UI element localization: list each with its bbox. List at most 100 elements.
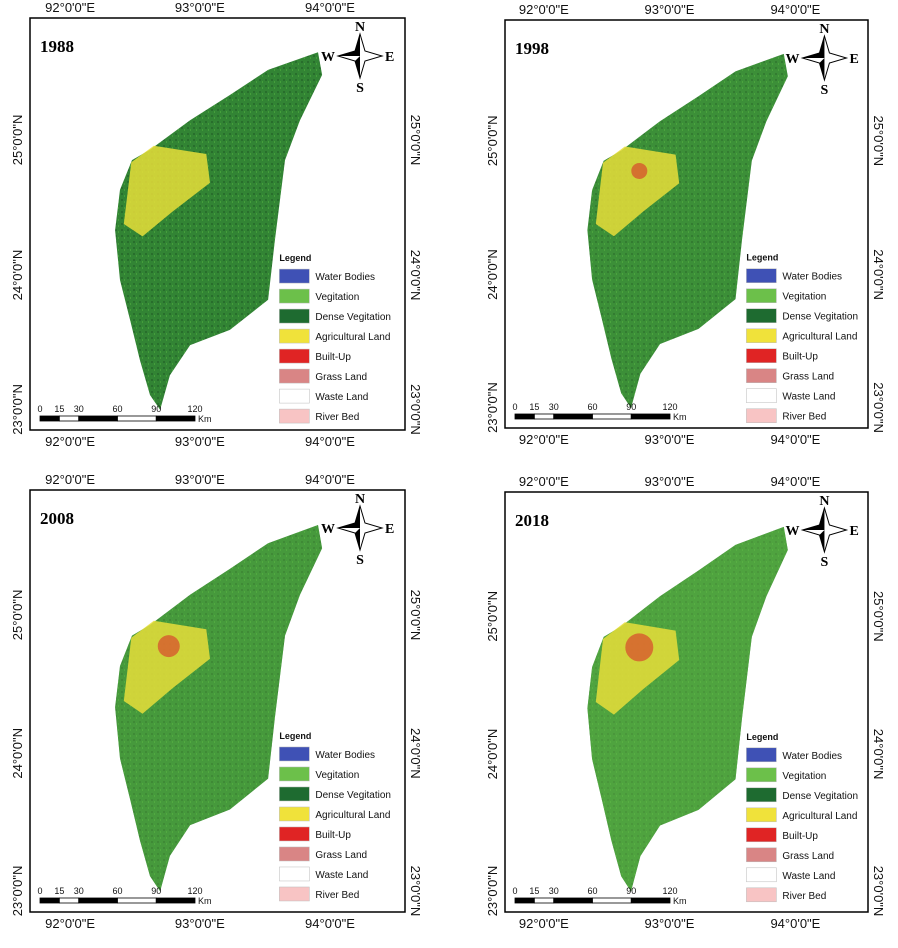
legend-label: Waste Land (782, 871, 835, 882)
panel-year: 2008 (40, 509, 74, 528)
region-dense (587, 53, 788, 409)
legend-label: Dense Vegitation (315, 312, 391, 323)
scale-label: 120 (662, 886, 677, 896)
scale-label: 0 (512, 402, 517, 412)
legend-label: Agricultural Land (782, 332, 857, 343)
legend-swatch (746, 807, 777, 823)
map-panel: 1998 92°0'0"E 92°0'0"E 93°0'0"E 93°0'0"E 94°0… (485, 2, 886, 447)
legend-label: River Bed (782, 891, 826, 902)
legend-swatch (279, 806, 310, 822)
legend-swatch (279, 368, 310, 384)
scale-label: 60 (587, 402, 597, 412)
y-tick-label: 24°0'0"N (408, 728, 423, 779)
compass-n: N (355, 492, 365, 507)
legend-swatch (279, 786, 310, 802)
legend-swatch (746, 408, 777, 423)
y-tick-label: 23°0'0"N (871, 866, 886, 917)
y-tick-label: 25°0'0"N (10, 590, 25, 641)
legend-label: Dense Vegitation (782, 791, 858, 802)
y-tick-label: 23°0'0"N (408, 384, 423, 435)
y-tick-label: 25°0'0"N (10, 115, 25, 166)
legend-swatch (746, 348, 777, 363)
legend-label: Vegitation (315, 770, 359, 781)
x-tick-label: 92°0'0"E (45, 0, 95, 15)
legend-label: Waste Land (315, 870, 368, 881)
scale-segment (39, 897, 60, 904)
compass-n: N (819, 494, 829, 509)
x-tick-label: 94°0'0"E (305, 472, 355, 487)
legend-swatch (746, 847, 777, 863)
x-tick-label: 94°0'0"E (770, 432, 820, 447)
scale-label: 0 (37, 404, 42, 414)
scale-segment (78, 897, 118, 904)
legend-swatch (279, 388, 310, 404)
scale-segment (39, 415, 60, 422)
y-tick-label: 23°0'0"N (485, 382, 500, 433)
scale-label: 30 (549, 402, 559, 412)
y-tick-label: 23°0'0"N (485, 866, 500, 917)
legend-swatch (746, 787, 777, 803)
legend-swatch (279, 308, 310, 324)
scale-label: 0 (512, 886, 517, 896)
compass-e: E (849, 52, 858, 67)
scale-label: 120 (187, 404, 202, 414)
x-tick-label: 92°0'0"E (45, 916, 95, 931)
legend-title: Legend (746, 732, 778, 742)
scale-segment (78, 415, 118, 422)
scale-segment (58, 897, 80, 904)
scale-label: 90 (626, 402, 636, 412)
map-panel: 2008 92°0'0"E 92°0'0"E 93°0'0"E 93°0'0"E 94°0… (10, 472, 423, 931)
panel-year: 1988 (40, 37, 74, 56)
compass-e: E (385, 522, 394, 537)
scale-label: 60 (587, 886, 597, 896)
scale-segment (592, 897, 632, 904)
compass-s: S (356, 81, 364, 96)
map-panel: 2018 92°0'0"E 92°0'0"E 93°0'0"E 93°0'0"E 94°0… (485, 474, 886, 931)
region-vegetation (115, 525, 323, 892)
compass-shade (338, 34, 382, 78)
legend-swatch (279, 886, 310, 902)
legend-swatch (746, 268, 777, 283)
compass-n: N (819, 22, 829, 37)
scale-label: 90 (151, 886, 161, 896)
scale-segment (533, 897, 555, 904)
y-tick-label: 25°0'0"N (871, 115, 886, 166)
compass-shade (802, 36, 847, 80)
legend-label: Dense Vegitation (315, 790, 391, 801)
legend-swatch (279, 826, 310, 842)
legend-swatch (746, 328, 777, 343)
region-vegetation (587, 526, 788, 892)
scale-label: 60 (112, 404, 122, 414)
region-vegetation (587, 53, 788, 409)
scale-label: 15 (529, 886, 539, 896)
region-agriculture (123, 620, 210, 714)
legend-swatch (746, 867, 777, 883)
x-tick-label: 94°0'0"E (770, 916, 820, 931)
legend-label: Agricultural Land (782, 811, 857, 822)
scale-label: 120 (662, 402, 677, 412)
x-tick-label: 92°0'0"E (45, 434, 95, 449)
region-vegetation (115, 52, 323, 410)
y-tick-label: 23°0'0"N (408, 866, 423, 917)
region-builtup (625, 633, 654, 662)
y-tick-label: 24°0'0"N (871, 729, 886, 780)
legend-swatch (746, 827, 777, 843)
legend-label: Water Bodies (315, 272, 375, 283)
legend-swatch (279, 746, 310, 762)
legend-swatch (279, 846, 310, 862)
compass-w: W (785, 52, 799, 67)
compass-s: S (821, 83, 829, 98)
legend-swatch (279, 408, 310, 424)
y-tick-label: 25°0'0"N (408, 590, 423, 641)
x-tick-label: 92°0'0"E (45, 472, 95, 487)
legend-label: Grass Land (782, 372, 834, 383)
x-tick-label: 94°0'0"E (305, 916, 355, 931)
compass-w: W (321, 50, 335, 65)
compass-s: S (356, 553, 364, 568)
region-builtup (157, 635, 180, 658)
y-tick-label: 25°0'0"N (485, 115, 500, 166)
scale-unit: Km (673, 896, 687, 906)
y-tick-label: 24°0'0"N (10, 250, 25, 301)
scale-unit: Km (673, 412, 687, 422)
